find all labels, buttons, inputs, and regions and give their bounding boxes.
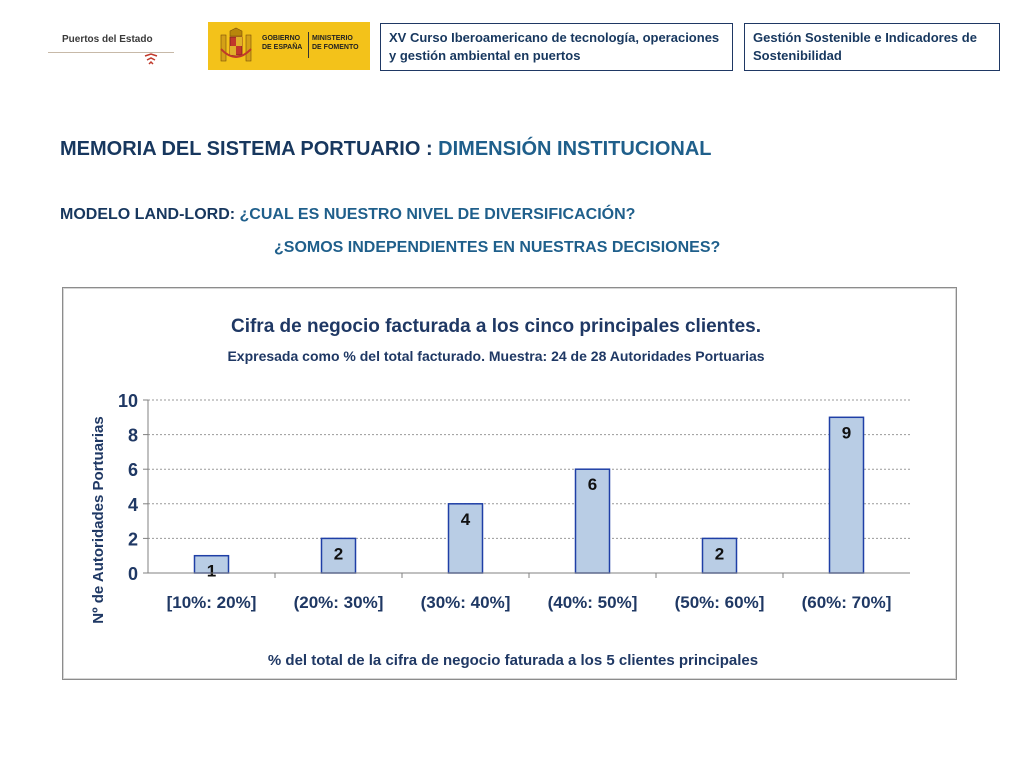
x-tick-label: (20%: 30%] — [294, 593, 384, 612]
chart-subtitle: Expresada como % del total facturado. Mu… — [227, 348, 764, 364]
bar-data-label: 1 — [207, 562, 216, 581]
subtitle-line2: ¿SOMOS INDEPENDIENTES EN NUESTRAS DECISI… — [274, 239, 721, 256]
gridlines — [148, 399, 910, 539]
subtitle-prefix: MODELO LAND-LORD: — [60, 206, 240, 223]
bar-chart: Cifra de negocio facturada a los cinco p… — [90, 316, 910, 669]
course-title-box: XV Curso Iberoamericano de tecnología, o… — [380, 23, 733, 71]
y-tick-label: 8 — [128, 426, 138, 446]
topic-title-box: Gestión Sostenible e Indicadores de Sost… — [744, 23, 1000, 71]
ministerio-label: MINISTERIO DE FOMENTO — [312, 35, 359, 51]
page-title: MEMORIA DEL SISTEMA PORTUARIO : DIMENSIÓ… — [60, 138, 712, 161]
logo-divider — [48, 52, 174, 53]
bar-data-label: 2 — [334, 544, 343, 563]
puertos-logo-text: Puertos del Estado — [62, 34, 153, 45]
gobierno-espana-logo: GOBIERNO DE ESPAÑA MINISTERIO DE FOMENTO — [208, 22, 370, 70]
subtitle-line1: MODELO LAND-LORD: ¿CUAL ES NUESTRO NIVEL… — [60, 206, 635, 224]
bar-data-label: 2 — [715, 544, 724, 563]
page-title-part2: DIMENSIÓN INSTITUCIONAL — [438, 138, 712, 160]
y-axis: 0 2 4 6 8 10 — [118, 391, 149, 584]
coat-of-arms-icon — [220, 27, 252, 62]
puertos-del-estado-logo: Puertos del Estado — [48, 28, 174, 68]
y-tick-label: 4 — [128, 495, 138, 515]
y-axis-label: Nº de Autoridades Portuarias — [90, 416, 107, 623]
chart-frame: Cifra de negocio facturada a los cinco p… — [62, 287, 957, 680]
bar — [447, 503, 484, 574]
y-tick-label: 2 — [128, 529, 138, 549]
bar — [574, 468, 611, 574]
bar — [701, 537, 738, 574]
bars-group: 1 2 4 6 2 9 — [193, 416, 865, 581]
subtitle-question1: ¿CUAL ES NUESTRO NIVEL DE DIVERSIFICACIÓ… — [239, 206, 636, 223]
x-tick-label: [10%: 20%] — [167, 593, 257, 612]
y-tick-label: 10 — [118, 391, 138, 411]
bar-data-label: 6 — [588, 475, 597, 494]
logo-separator — [308, 32, 309, 58]
y-tick-label: 0 — [128, 564, 138, 584]
bar-data-label: 9 — [842, 423, 851, 442]
gobierno-label: GOBIERNO DE ESPAÑA — [262, 35, 303, 51]
puertos-wave-icon — [144, 53, 158, 65]
x-tick-label: (30%: 40%] — [421, 593, 511, 612]
x-axis: [10%: 20%] (20%: 30%] (30%: 40%] (40%: 50%]… — [148, 572, 910, 612]
x-axis-label: % del total de la cifra de negocio fatur… — [268, 652, 758, 669]
chart-title: Cifra de negocio facturada a los cinco p… — [231, 316, 761, 337]
y-tick-label: 6 — [128, 460, 138, 480]
page-title-part1: MEMORIA DEL SISTEMA PORTUARIO : — [60, 138, 439, 160]
x-tick-label: (50%: 60%] — [675, 593, 765, 612]
x-tick-label: (40%: 50%] — [548, 593, 638, 612]
bar-data-label: 4 — [461, 510, 471, 529]
bar — [320, 537, 357, 574]
x-tick-label: (60%: 70%] — [802, 593, 892, 612]
